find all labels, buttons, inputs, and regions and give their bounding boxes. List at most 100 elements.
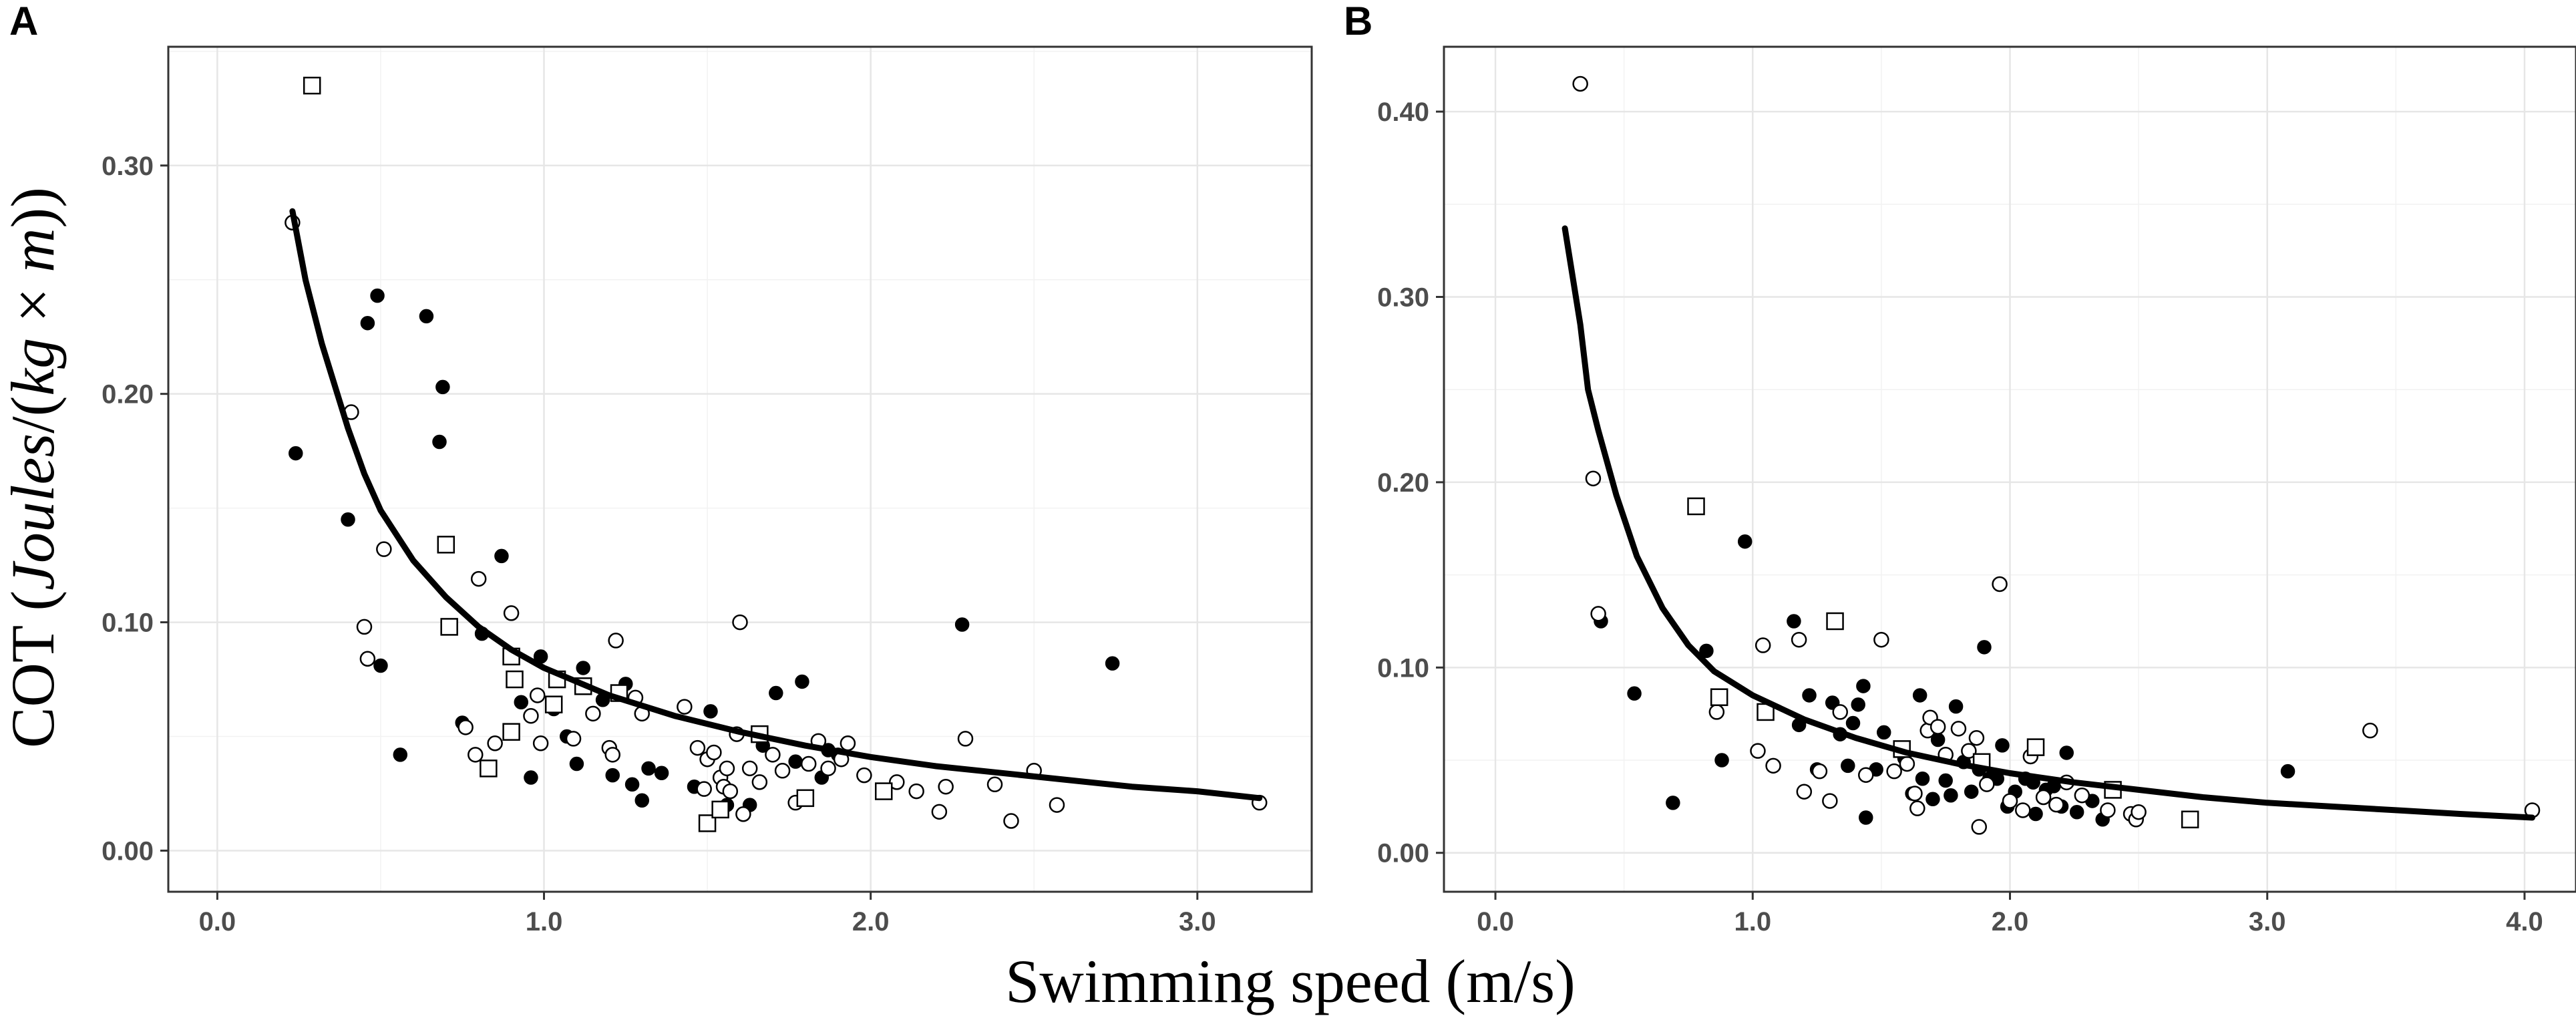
panel-b-gridlines [1444, 47, 2576, 892]
data-point-filled-circle [1666, 796, 1680, 810]
panel-b-label: B [1344, 0, 1372, 43]
x-axis-title: Swimming speed (m/s) [1005, 947, 1576, 1015]
panel-a-plot-area [168, 47, 1312, 892]
data-point-open-circle [1950, 721, 1967, 737]
data-point-open-circle [585, 705, 601, 722]
panel-a-fit [289, 208, 1263, 802]
data-point-filled-circle [393, 747, 408, 762]
data-point-open-circle [356, 619, 373, 635]
data-point-filled-circle [954, 617, 970, 632]
data-point-filled-circle [1845, 715, 1861, 731]
data-point-open-square [544, 695, 563, 713]
data-point-open-circle [722, 783, 739, 800]
data-point-open-circle [532, 735, 549, 751]
panel-a-border [167, 45, 1313, 893]
data-point-filled-circle [524, 770, 538, 785]
data-point-filled-circle [795, 674, 809, 689]
data-point-filled-circle [654, 766, 669, 780]
panel-a-label: A [9, 0, 38, 43]
data-point-open-circle [1961, 743, 1977, 759]
panel-a-x-tick-label: 2.0 [852, 907, 890, 937]
data-point-open-circle [856, 767, 872, 784]
data-point-filled-circle [1105, 656, 1120, 671]
panel-a-x-tick-label: 1.0 [526, 907, 563, 937]
data-point-filled-circle [360, 315, 375, 331]
data-point-filled-circle [1787, 614, 1801, 629]
data-point-open-circle [359, 651, 376, 667]
data-point-open-circle [1755, 637, 1771, 653]
y-axis-title-prefix: COT ( [0, 590, 67, 748]
data-point-open-circle [931, 804, 948, 820]
data-point-open-circle [1003, 813, 1019, 829]
data-point-filled-circle [1627, 686, 1642, 701]
data-point-open-circle [565, 731, 582, 747]
y-axis-title-kg: kg [0, 338, 67, 396]
data-point-open-circle [608, 633, 624, 649]
data-point-open-square [502, 723, 520, 741]
y-axis-title: COT (Joules/(kg × m)) [0, 187, 67, 748]
data-point-open-circle [376, 541, 392, 557]
data-point-filled-circle [435, 379, 450, 395]
data-point-open-square [437, 536, 455, 554]
data-point-filled-circle [1948, 699, 1964, 714]
data-point-filled-circle [2028, 806, 2043, 822]
data-point-filled-circle [1699, 643, 1714, 659]
data-point-filled-circle [373, 658, 388, 673]
panel-b-x-tick-label: 1.0 [1734, 907, 1771, 937]
panel-b-x-tick-label: 3.0 [2249, 907, 2286, 937]
data-point-open-circle [1585, 470, 1602, 487]
data-point-filled-circle [624, 777, 640, 792]
data-point-open-square [1687, 497, 1705, 516]
data-point-filled-circle [1912, 688, 1927, 703]
data-point-open-square [698, 814, 717, 832]
data-point-filled-circle [605, 768, 620, 783]
data-point-filled-circle [1859, 810, 1873, 825]
data-point-filled-circle [1944, 788, 1958, 803]
data-point-filled-circle [1714, 753, 1729, 768]
data-point-open-circle [523, 707, 539, 724]
panel-a: 0.0 1.0 2.0 3.0 0.00 0.10 0.20 0.30 A [9, 0, 1313, 937]
data-point-open-circle [468, 747, 484, 763]
fitted-curve [1561, 225, 2535, 821]
data-point-open-circle [957, 731, 974, 747]
data-point-open-square [2026, 738, 2045, 756]
data-point-filled-circle [1915, 772, 1930, 786]
data-point-open-circle [800, 755, 817, 772]
data-point-filled-circle [1977, 640, 1992, 655]
data-point-open-circle [765, 747, 781, 763]
data-point-open-circle [1811, 763, 1828, 780]
data-point-filled-circle [1876, 725, 1891, 740]
data-point-open-circle [1909, 800, 1925, 816]
data-point-filled-circle [641, 761, 656, 776]
panel-a-y-tick-label: 0.10 [102, 609, 154, 638]
fitted-curve [289, 208, 1263, 802]
data-point-open-circle [732, 614, 748, 631]
data-point-open-circle [2074, 787, 2090, 804]
data-point-open-circle [1049, 797, 1065, 813]
data-point-open-circle [503, 605, 520, 621]
data-point-open-circle [1858, 767, 1874, 783]
data-point-filled-circle [1964, 784, 1979, 799]
panel-a-y-tick-label: 0.00 [102, 836, 154, 866]
data-point-filled-circle [2280, 764, 2295, 779]
data-point-open-circle [1929, 719, 1946, 735]
data-point-filled-circle [703, 704, 718, 719]
data-point-open-circle [706, 744, 722, 761]
data-point-open-circle [1796, 784, 1813, 800]
y-axis-title-m: m [0, 228, 67, 272]
data-point-open-circle [840, 735, 856, 751]
data-point-filled-circle [432, 434, 447, 450]
data-point-open-circle [1590, 606, 1606, 622]
data-point-filled-circle [514, 695, 529, 709]
data-point-filled-circle [1737, 534, 1753, 549]
data-point-filled-circle [370, 288, 385, 303]
data-point-open-circle [1791, 631, 1807, 648]
data-point-open-circle [1992, 576, 2008, 592]
panel-a-points [285, 76, 1268, 832]
data-point-open-circle [1750, 743, 1766, 759]
panel-a-x-tick-label: 3.0 [1179, 907, 1216, 937]
data-point-open-square [440, 618, 458, 636]
data-point-open-circle [487, 735, 503, 751]
data-point-filled-circle [634, 793, 650, 808]
panel-b-y-tick-label: 0.20 [1377, 468, 1429, 498]
